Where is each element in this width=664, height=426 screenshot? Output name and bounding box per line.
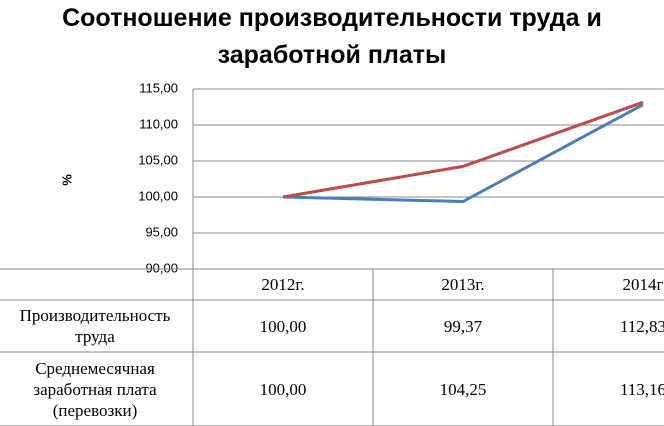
data-label: 100,00 xyxy=(259,316,307,336)
x-tick-label: 2014г xyxy=(622,275,664,294)
y-tick-label: 105,00 xyxy=(138,152,178,167)
legend-label: Среднемесячная заработная плата (перевоз… xyxy=(33,358,157,420)
y-tick-label: 95,00 xyxy=(145,224,178,239)
series-line xyxy=(282,103,644,204)
y-tick-label: 110,00 xyxy=(139,116,178,131)
legend-label: Производительность труда xyxy=(19,306,171,346)
y-axis-label: % xyxy=(59,174,74,186)
data-label: 99,37 xyxy=(443,316,483,336)
data-label: 100,00 xyxy=(259,379,307,399)
y-tick-label: 90,00 xyxy=(145,260,178,275)
x-tick-label: 2013г. xyxy=(441,275,485,294)
y-tick-label: 115,00 xyxy=(139,80,178,95)
data-label: 104,25 xyxy=(439,379,487,399)
data-label: 112,83 xyxy=(619,316,664,336)
series-line xyxy=(282,100,644,199)
data-label: 113,16 xyxy=(619,379,664,399)
chart-title: Соотношение производительности труда и з… xyxy=(62,4,602,69)
x-tick-label: 2012г. xyxy=(261,275,305,294)
y-tick-label: 100,00 xyxy=(138,188,178,203)
